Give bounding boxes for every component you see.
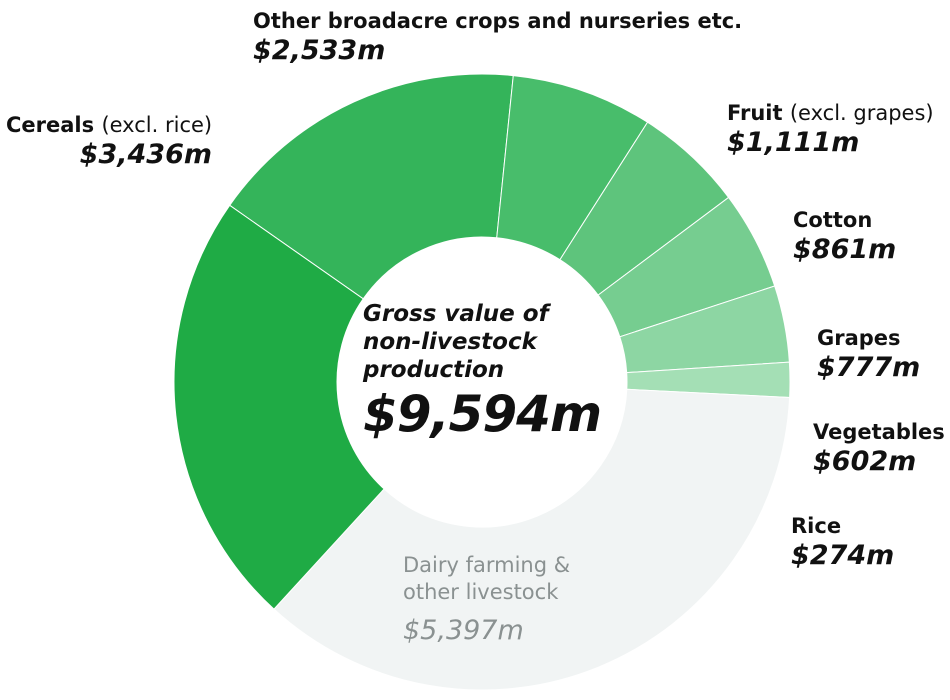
value-other-broadacre: $2,533m [253, 35, 386, 66]
label-dairy: Dairy farming & other livestock $5,397m [403, 552, 593, 648]
donut-center-hole [337, 237, 627, 527]
value-dairy: $5,397m [403, 615, 524, 646]
label-grapes: Grapes $777m [817, 326, 921, 383]
value-cereals: $3,436m [79, 139, 212, 170]
label-other-broadacre: Other broadacre crops and nurseries etc.… [253, 9, 743, 66]
label-rice: Rice $274m [791, 514, 895, 571]
center-label: Gross value of non-livestock production … [363, 300, 623, 442]
value-vegetables: $602m [813, 446, 917, 477]
label-cereals: Cereals (excl. rice) $3,436m [6, 113, 213, 170]
value-cotton: $861m [793, 234, 897, 265]
value-fruit: $1,111m [727, 127, 860, 158]
center-total: $9,594m [363, 385, 602, 443]
label-fruit: Fruit (excl. grapes) $1,111m [727, 101, 934, 158]
label-vegetables: Vegetables $602m [813, 420, 945, 477]
value-grapes: $777m [817, 352, 921, 383]
value-rice: $274m [791, 540, 895, 571]
donut-slices [173, 73, 791, 691]
center-title: Gross value of non-livestock production [363, 301, 549, 383]
label-cotton: Cotton $861m [793, 208, 897, 265]
